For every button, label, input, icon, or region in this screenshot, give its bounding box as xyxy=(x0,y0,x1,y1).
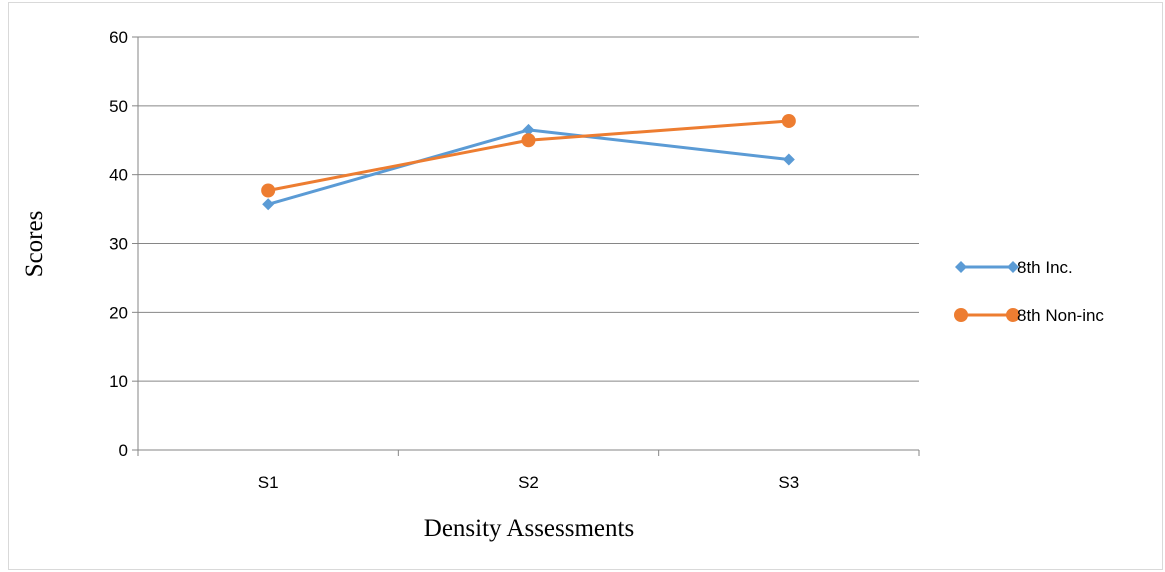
legend: 8th Inc. 8th Non-inc xyxy=(954,258,1104,325)
data-point xyxy=(782,114,796,128)
y-tick-label: 40 xyxy=(109,166,128,185)
legend-marker xyxy=(954,308,968,322)
legend-entry: 8th Inc. xyxy=(955,258,1073,277)
y-tick-labels: 0 10 20 30 40 50 60 xyxy=(109,28,128,460)
x-tick-label: S3 xyxy=(778,473,799,492)
y-axis-title: Scores xyxy=(21,211,48,278)
y-tick-label: 30 xyxy=(109,235,128,254)
gridlines xyxy=(138,37,919,381)
axes xyxy=(132,37,919,456)
data-point xyxy=(261,183,275,197)
x-tick-label: S2 xyxy=(518,473,539,492)
x-tick-labels: S1 S2 S3 xyxy=(258,473,799,492)
y-tick-label: 50 xyxy=(109,97,128,116)
y-tick-label: 20 xyxy=(109,303,128,322)
legend-label: 8th Inc. xyxy=(1017,258,1073,277)
legend-label: 8th Non-inc xyxy=(1017,306,1104,325)
y-tick-label: 60 xyxy=(109,28,128,47)
series-group xyxy=(261,114,796,210)
legend-entry: 8th Non-inc xyxy=(954,306,1104,325)
data-point xyxy=(783,154,795,166)
y-tick-label: 10 xyxy=(109,372,128,391)
x-axis-title: Density Assessments xyxy=(424,515,634,542)
x-tick-label: S1 xyxy=(258,473,279,492)
data-point xyxy=(522,133,536,147)
data-point xyxy=(262,198,274,210)
legend-marker xyxy=(955,261,967,273)
y-tick-label: 0 xyxy=(119,441,128,460)
